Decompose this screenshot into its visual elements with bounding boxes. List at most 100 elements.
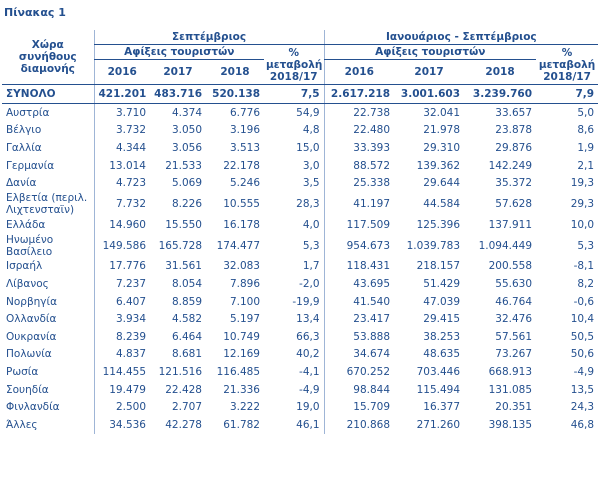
table-row: Άλλες 34.536 42.278 61.782 46,1 210.868 271.26… <box>2 415 598 434</box>
value-cell: 7.100 <box>229 295 260 308</box>
table-row: Γαλλία 4.344 3.056 3.513 15,0 33.393 29.310 29.… <box>2 139 598 157</box>
value-cell: 5.069 <box>171 177 202 190</box>
table-row: Γερμανία 13.014 21.533 22.178 3,0 88.572 139.3… <box>2 156 598 175</box>
value-cell: 23.417 <box>323 310 395 328</box>
value-cell: 116.485 <box>216 365 260 378</box>
value-cell: 8.239 <box>93 327 150 346</box>
change-header: % μεταβολή 2018/17 <box>264 44 325 85</box>
value-cell: 3.513 <box>229 141 260 154</box>
value-cell: 41.540 <box>323 292 395 311</box>
value-cell: 29.644 <box>423 177 461 190</box>
value-cell: 3.196 <box>229 124 260 137</box>
total-row: ΣΥΝΟΛΟ 421.201 483.716 520.138 7,5 2.617.218 3… <box>2 84 599 104</box>
year-header: 2017 <box>394 59 465 85</box>
table-row: Ουκρανία 8.239 6.464 10.749 66,3 53.888 38.253… <box>2 327 598 346</box>
country-cell: Ισραήλ <box>6 260 43 273</box>
country-cell: Ηνωμένο Βασίλειο <box>6 233 54 258</box>
value-cell: -0,6 <box>573 295 595 308</box>
value-cell: 12.169 <box>223 348 260 361</box>
value-cell: 22.738 <box>323 103 395 122</box>
value-cell: 117.509 <box>323 215 395 234</box>
value-cell: 668.913 <box>488 365 533 378</box>
value-cell: 29.310 <box>423 141 461 154</box>
value-cell: 51.429 <box>423 277 461 290</box>
value-cell: 22.178 <box>223 159 260 172</box>
value-cell: 3,0 <box>302 159 320 172</box>
value-cell: 218.157 <box>416 260 461 273</box>
value-cell: 6.464 <box>171 330 202 343</box>
period-header: Σεπτέμβριος <box>93 30 325 45</box>
country-cell: Γερμανία <box>6 159 55 172</box>
country-cell: ΣΥΝΟΛΟ <box>2 84 94 104</box>
value-cell: 46.764 <box>495 295 533 308</box>
value-cell: -2,0 <box>299 277 320 290</box>
value-cell: 8,6 <box>577 124 595 137</box>
table-body: ΣΥΝΟΛΟ 421.201 483.716 520.138 7,5 2.617.218 3… <box>2 84 599 434</box>
year-header: 2018 <box>206 59 264 85</box>
value-cell: 66,3 <box>296 330 320 343</box>
value-cell: 98.844 <box>323 380 395 399</box>
value-cell: 13.014 <box>93 156 150 175</box>
value-cell: 50,6 <box>570 348 595 361</box>
value-cell: 174.477 <box>216 239 260 252</box>
value-cell: 3.222 <box>229 401 260 414</box>
arrivals-header: Αφίξεις τουριστών <box>323 44 537 60</box>
country-cell: Νορβηγία <box>6 295 57 308</box>
value-cell: 139.362 <box>416 159 461 172</box>
period-header: Ιανουάριος - Σεπτέμβριος <box>323 30 599 45</box>
value-cell: 3.239.760 <box>464 84 537 104</box>
value-cell: 34.674 <box>323 345 395 364</box>
value-cell: 4,8 <box>302 124 320 137</box>
table-row: Ολλανδία 3.934 4.582 5.197 13,4 23.417 29.415 3… <box>2 310 598 328</box>
value-cell: 61.782 <box>223 418 260 431</box>
table-row: Λίβανος 7.237 8.054 7.896 -2,0 43.695 51.429 55… <box>2 275 598 293</box>
table-row: Φινλανδία 2.500 2.707 3.222 19,0 15.709 16.377… <box>2 398 598 416</box>
country-cell: Αυστρία <box>6 106 50 119</box>
value-cell: 2.707 <box>171 401 202 414</box>
value-cell: 271.260 <box>416 418 461 431</box>
value-cell: 41.197 <box>323 191 395 216</box>
value-cell: 115.494 <box>416 383 461 396</box>
value-cell: 7.732 <box>93 191 150 216</box>
value-cell: 73.267 <box>495 348 533 361</box>
year-header: 2017 <box>150 59 206 85</box>
table-row: Αυστρία 3.710 4.374 6.776 54,9 22.738 32.041 33… <box>2 103 598 122</box>
value-cell: 142.249 <box>488 159 533 172</box>
country-cell: Ολλανδία <box>6 313 57 326</box>
country-cell: Λίβανος <box>6 277 49 290</box>
value-cell: 137.911 <box>488 218 533 231</box>
year-header: 2018 <box>464 59 537 85</box>
value-cell: 1.094.449 <box>478 239 533 252</box>
value-cell: 29,3 <box>570 197 595 210</box>
country-cell: Ελβετία (περιλ. Λιχτενσταϊν) <box>6 191 88 216</box>
value-cell: 35.372 <box>495 177 533 190</box>
value-cell: 8.226 <box>171 197 202 210</box>
value-cell: 42.278 <box>165 418 202 431</box>
value-cell: -4,9 <box>573 365 595 378</box>
value-cell: 149.586 <box>93 233 150 258</box>
value-cell: 29.876 <box>495 141 533 154</box>
value-cell: 25.338 <box>323 174 395 192</box>
value-cell: 53.888 <box>323 327 395 346</box>
country-cell: Γαλλία <box>6 141 42 154</box>
value-cell: 7.237 <box>93 275 150 293</box>
year-header: 2016 <box>93 59 150 85</box>
country-cell: Πολωνία <box>6 348 52 361</box>
value-cell: 46,8 <box>570 418 595 431</box>
value-cell: 55.630 <box>495 277 533 290</box>
value-cell: 4.837 <box>93 345 150 364</box>
value-cell: 43.695 <box>323 275 395 293</box>
value-cell: 125.396 <box>416 218 461 231</box>
value-cell: 4,0 <box>302 218 320 231</box>
value-cell: 4.374 <box>171 106 202 119</box>
value-cell: 5.246 <box>229 177 260 190</box>
value-cell: 10,0 <box>570 218 595 231</box>
value-cell: 88.572 <box>323 156 395 175</box>
value-cell: 398.135 <box>488 418 533 431</box>
table-row: Δανία 4.723 5.069 5.246 3,5 25.338 29.644 35.37… <box>2 174 598 192</box>
table-row: Σουηδία 19.479 22.428 21.336 -4,9 98.844 115.4… <box>2 380 598 399</box>
value-cell: 16.178 <box>223 218 260 231</box>
value-cell: 38.253 <box>423 330 461 343</box>
value-cell: 2,1 <box>577 159 595 172</box>
